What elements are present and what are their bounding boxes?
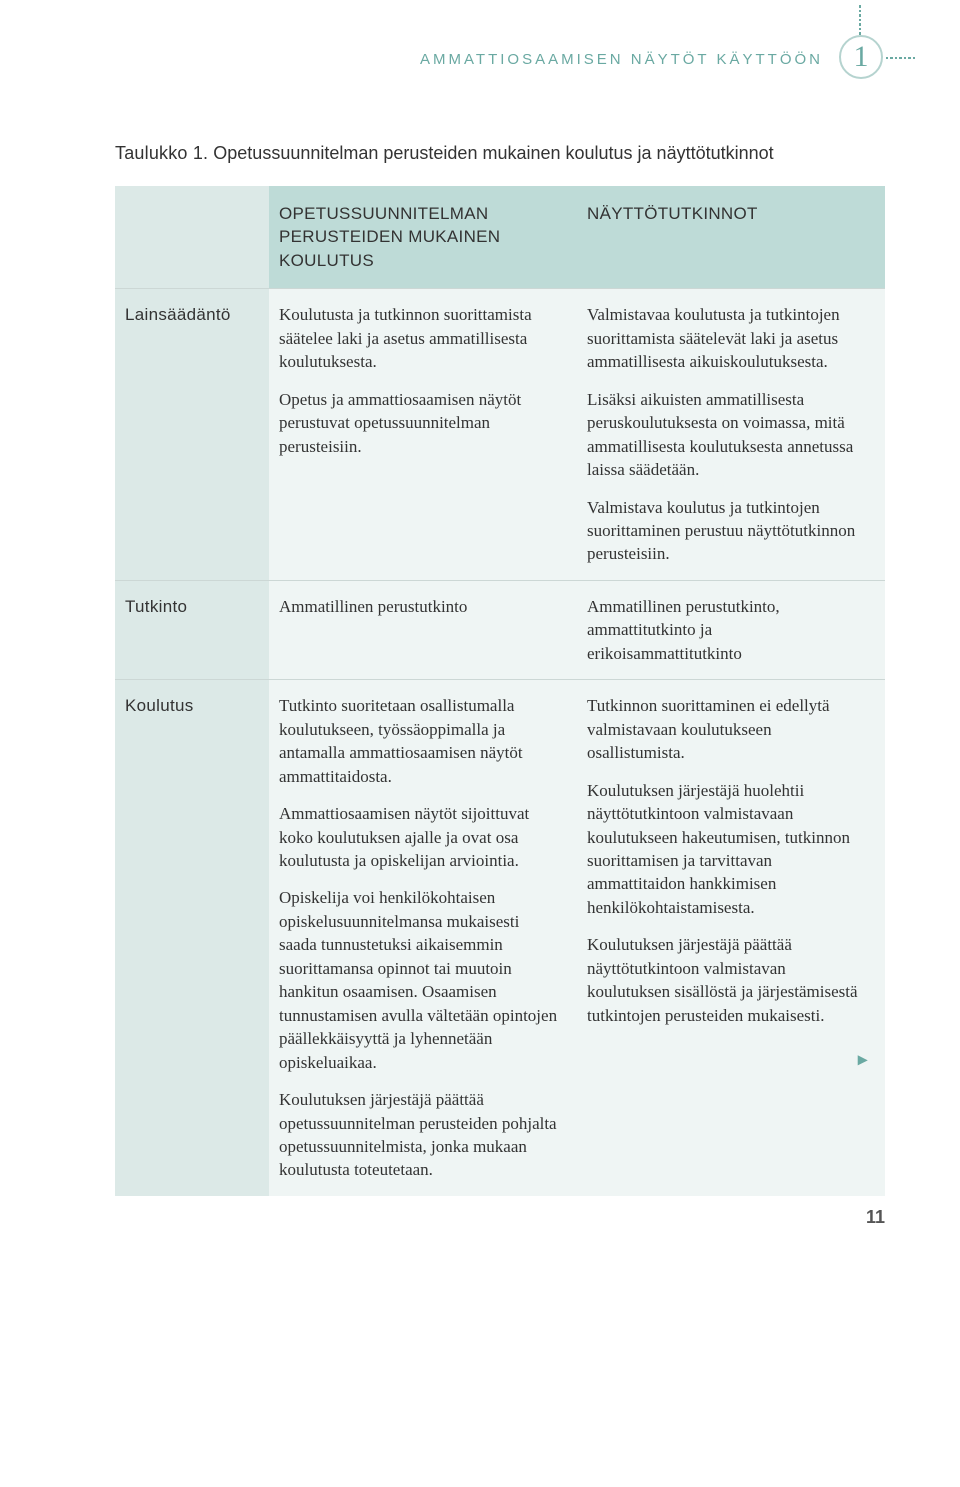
table-header-col2: NÄYTTÖTUTKINNOT xyxy=(577,186,885,289)
table-row: Lainsäädäntö Koulutusta ja tutkinnon suo… xyxy=(115,289,885,581)
cell-col1: Tutkinto suoritetaan osallistumalla koul… xyxy=(269,680,577,1196)
row-label: Tutkinto xyxy=(115,580,269,679)
cell-col1: Ammatillinen perustutkinto xyxy=(269,580,577,679)
comparison-table: OPETUSSUUNNITELMAN PERUSTEIDEN MUKAINEN … xyxy=(115,186,885,1196)
running-title: AMMATTIOSAAMISEN NÄYTÖT KÄYTTÖÖN xyxy=(420,51,823,68)
chapter-number: 1 xyxy=(839,35,883,79)
table-row: Koulutus Tutkinto suoritetaan osallistum… xyxy=(115,680,885,1196)
caption-label: Taulukko 1. xyxy=(115,143,208,163)
page-number: 11 xyxy=(866,1207,885,1228)
row-label: Lainsäädäntö xyxy=(115,289,269,581)
caption-text: Opetussuunnitelman perusteiden mukainen … xyxy=(213,143,773,163)
table-caption: Taulukko 1. Opetussuunnitelman perusteid… xyxy=(115,143,885,164)
cell-col2: Ammatillinen perustutkinto, ammattitutki… xyxy=(577,580,885,679)
cell-col2: Valmistavaa koulutusta ja tutkintojen su… xyxy=(577,289,885,581)
table-row: Tutkinto Ammatillinen perustutkinto Amma… xyxy=(115,580,885,679)
cell-col2: Tutkinnon suorittaminen ei edellytä valm… xyxy=(577,680,885,1196)
row-label: Koulutus xyxy=(115,680,269,1196)
running-header: AMMATTIOSAAMISEN NÄYTÖT KÄYTTÖÖN 1 xyxy=(115,35,885,83)
cell-col1: Koulutusta ja tutkinnon suorittamista sä… xyxy=(269,289,577,581)
table-header-col1: OPETUSSUUNNITELMAN PERUSTEIDEN MUKAINEN … xyxy=(269,186,577,289)
table-header-empty xyxy=(115,186,269,289)
chapter-badge: 1 xyxy=(837,35,885,83)
continue-arrow-icon: ▸ xyxy=(858,1047,867,1072)
